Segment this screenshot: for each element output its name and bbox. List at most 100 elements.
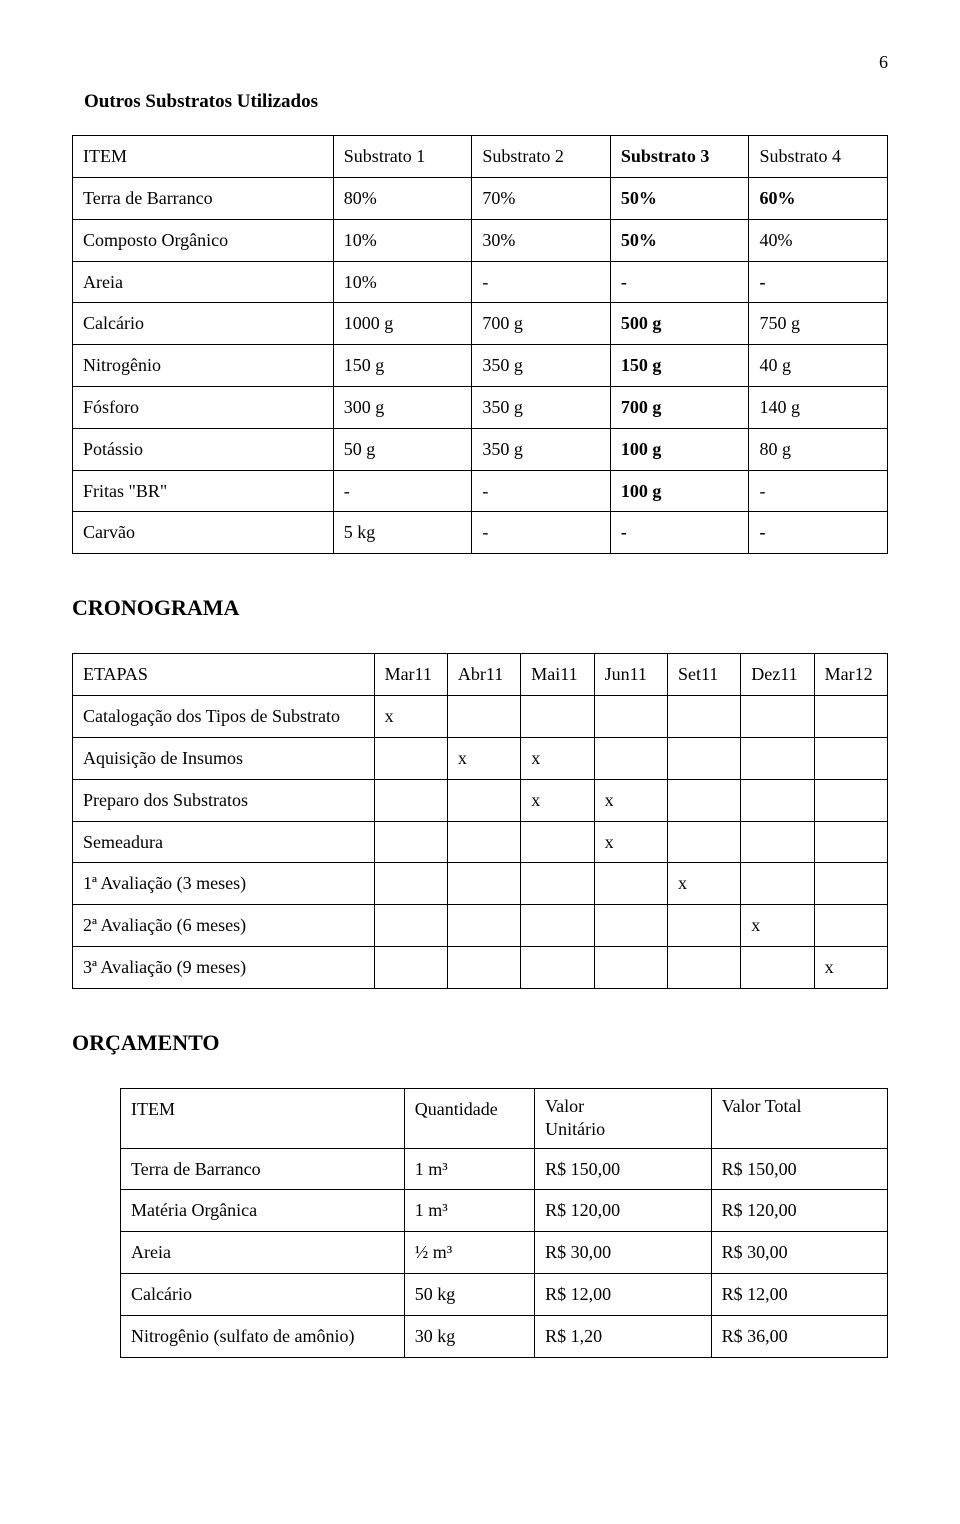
cell bbox=[814, 821, 887, 863]
table-row: Semeadura x bbox=[73, 821, 888, 863]
table-row: Terra de Barranco 1 m³ R$ 150,00 R$ 150,… bbox=[121, 1148, 888, 1190]
section1-title: Outros Substratos Utilizados bbox=[84, 87, 888, 117]
cell bbox=[667, 737, 740, 779]
cell: Substrato 2 bbox=[472, 136, 611, 178]
cell: 50 g bbox=[333, 428, 472, 470]
cell bbox=[374, 905, 447, 947]
cell bbox=[667, 779, 740, 821]
cell bbox=[447, 863, 520, 905]
table-row: Areia ½ m³ R$ 30,00 R$ 30,00 bbox=[121, 1232, 888, 1274]
cell: 1 m³ bbox=[404, 1148, 534, 1190]
cell: R$ 30,00 bbox=[711, 1232, 887, 1274]
cell: - bbox=[472, 261, 611, 303]
cell bbox=[447, 779, 520, 821]
cell: - bbox=[333, 470, 472, 512]
cell: Carvão bbox=[73, 512, 334, 554]
cell: 3ª Avaliação (9 meses) bbox=[73, 946, 375, 988]
table-row: Nitrogênio (sulfato de amônio) 30 kg R$ … bbox=[121, 1315, 888, 1357]
cell bbox=[594, 696, 667, 738]
cell: 750 g bbox=[749, 303, 888, 345]
cell: 40% bbox=[749, 219, 888, 261]
cell: R$ 30,00 bbox=[535, 1232, 711, 1274]
cell: 500 g bbox=[610, 303, 749, 345]
cell bbox=[667, 905, 740, 947]
cell: Terra de Barranco bbox=[121, 1148, 405, 1190]
cell bbox=[521, 946, 594, 988]
cell bbox=[447, 696, 520, 738]
cell bbox=[374, 737, 447, 779]
cell bbox=[814, 905, 887, 947]
cell: Preparo dos Substratos bbox=[73, 779, 375, 821]
cell: Dez11 bbox=[741, 654, 814, 696]
cell bbox=[594, 737, 667, 779]
cell: - bbox=[472, 470, 611, 512]
cell: 30 kg bbox=[404, 1315, 534, 1357]
table-row: Catalogação dos Tipos de Substrato x bbox=[73, 696, 888, 738]
cell: Nitrogênio bbox=[73, 345, 334, 387]
cell: x bbox=[667, 863, 740, 905]
cell: 700 g bbox=[610, 386, 749, 428]
cell: R$ 150,00 bbox=[535, 1148, 711, 1190]
cell: x bbox=[594, 779, 667, 821]
cell bbox=[667, 696, 740, 738]
cell: 350 g bbox=[472, 386, 611, 428]
orcamento-table: ITEM Quantidade ValorUnitário Valor Tota… bbox=[120, 1088, 888, 1358]
cell: Substrato 4 bbox=[749, 136, 888, 178]
table-row: ETAPAS Mar11 Abr11 Mai11 Jun11 Set11 Dez… bbox=[73, 654, 888, 696]
cell: 2ª Avaliação (6 meses) bbox=[73, 905, 375, 947]
table-row: 3ª Avaliação (9 meses) x bbox=[73, 946, 888, 988]
cell: 10% bbox=[333, 261, 472, 303]
cell bbox=[814, 779, 887, 821]
cell bbox=[814, 863, 887, 905]
table-row: ITEM Substrato 1 Substrato 2 Substrato 3… bbox=[73, 136, 888, 178]
cell: Fritas "BR" bbox=[73, 470, 334, 512]
cell: Terra de Barranco bbox=[73, 177, 334, 219]
cronograma-table: ETAPAS Mar11 Abr11 Mai11 Jun11 Set11 Dez… bbox=[72, 653, 888, 988]
cell: 50% bbox=[610, 177, 749, 219]
cell: 1000 g bbox=[333, 303, 472, 345]
cell: Mar12 bbox=[814, 654, 887, 696]
cell: Set11 bbox=[667, 654, 740, 696]
cell: R$ 12,00 bbox=[711, 1274, 887, 1316]
cell: ITEM bbox=[73, 136, 334, 178]
table-row: Calcário 50 kg R$ 12,00 R$ 12,00 bbox=[121, 1274, 888, 1316]
table-row: Carvão 5 kg - - - bbox=[73, 512, 888, 554]
cell: - bbox=[610, 512, 749, 554]
cell bbox=[374, 946, 447, 988]
cell: - bbox=[472, 512, 611, 554]
table-row: 2ª Avaliação (6 meses) x bbox=[73, 905, 888, 947]
cell bbox=[741, 737, 814, 779]
cell bbox=[667, 946, 740, 988]
cell: 50% bbox=[610, 219, 749, 261]
cell: 150 g bbox=[333, 345, 472, 387]
cell: Quantidade bbox=[404, 1088, 534, 1148]
cell bbox=[741, 946, 814, 988]
cell: Substrato 3 bbox=[610, 136, 749, 178]
cell: x bbox=[521, 737, 594, 779]
cell bbox=[447, 905, 520, 947]
table-row: Matéria Orgânica 1 m³ R$ 120,00 R$ 120,0… bbox=[121, 1190, 888, 1232]
cell: 5 kg bbox=[333, 512, 472, 554]
cell: Nitrogênio (sulfato de amônio) bbox=[121, 1315, 405, 1357]
cell: Fósforo bbox=[73, 386, 334, 428]
cell: 40 g bbox=[749, 345, 888, 387]
cell: 350 g bbox=[472, 428, 611, 470]
table-row: Aquisição de Insumos x x bbox=[73, 737, 888, 779]
cell: - bbox=[610, 261, 749, 303]
cell: R$ 120,00 bbox=[711, 1190, 887, 1232]
cell: x bbox=[814, 946, 887, 988]
page-number: 6 bbox=[72, 48, 888, 77]
cell bbox=[374, 821, 447, 863]
cell: Composto Orgânico bbox=[73, 219, 334, 261]
cell bbox=[521, 863, 594, 905]
cell bbox=[447, 821, 520, 863]
cell: - bbox=[749, 261, 888, 303]
cell bbox=[521, 821, 594, 863]
cell bbox=[741, 863, 814, 905]
cell bbox=[741, 779, 814, 821]
section3-title: ORÇAMENTO bbox=[72, 1025, 888, 1060]
cell bbox=[667, 821, 740, 863]
cell: R$ 1,20 bbox=[535, 1315, 711, 1357]
cell: 350 g bbox=[472, 345, 611, 387]
cell bbox=[374, 863, 447, 905]
